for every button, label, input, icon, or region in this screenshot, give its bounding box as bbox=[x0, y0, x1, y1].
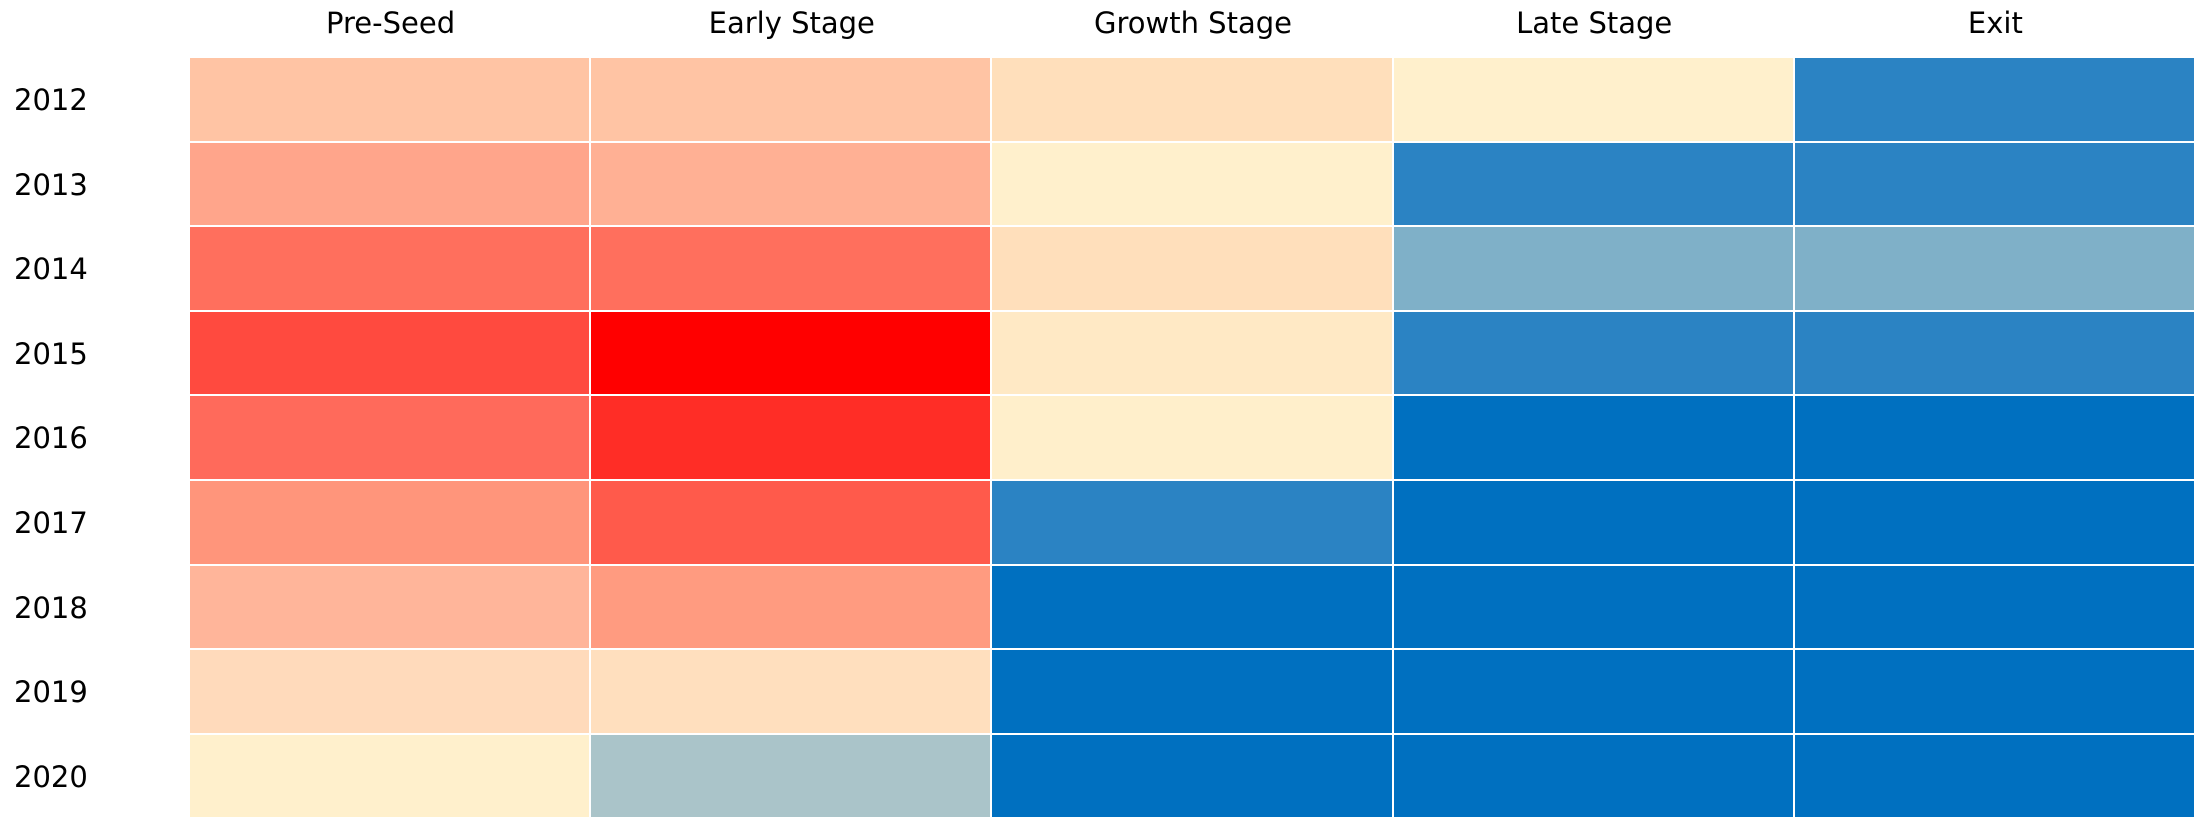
heatmap-cell bbox=[190, 650, 590, 733]
row-label: 2016 bbox=[14, 421, 88, 456]
heatmap-cell bbox=[190, 58, 590, 141]
heatmap-cell bbox=[591, 650, 991, 733]
heatmap-cell bbox=[992, 481, 1392, 564]
heatmap-cell bbox=[190, 734, 590, 818]
heatmap-cell bbox=[591, 481, 991, 564]
row-label: 2012 bbox=[14, 83, 88, 117]
heatmap-cell bbox=[992, 58, 1392, 141]
row-label: 2013 bbox=[14, 167, 88, 202]
heatmap-cell bbox=[591, 227, 991, 310]
row-label: 2015 bbox=[14, 336, 88, 371]
heatmap-cell bbox=[190, 227, 590, 310]
heatmap-cell bbox=[1393, 58, 1793, 141]
heatmap-cell bbox=[1393, 396, 1793, 479]
heatmap-cell bbox=[1393, 227, 1793, 310]
heatmap-cell bbox=[992, 396, 1392, 479]
column-label: Exit bbox=[1967, 6, 2023, 40]
heatmap-cell bbox=[591, 142, 991, 226]
column-label: Late Stage bbox=[1516, 6, 1673, 40]
heatmap-cell bbox=[992, 311, 1392, 395]
row-label: 2017 bbox=[14, 506, 88, 540]
heatmap-cell bbox=[1393, 481, 1793, 564]
heatmap-cell bbox=[190, 481, 590, 564]
heatmap-cell bbox=[190, 142, 590, 226]
heatmap-cell bbox=[1393, 734, 1793, 818]
heatmap-cell bbox=[1794, 58, 2194, 141]
heatmap-cell bbox=[992, 227, 1392, 310]
heatmap-cell bbox=[1794, 142, 2194, 226]
heatmap-cell bbox=[190, 565, 590, 649]
heatmap-cell bbox=[190, 396, 590, 479]
heatmap-cell bbox=[1794, 734, 2194, 818]
heatmap-cell bbox=[1794, 396, 2194, 479]
heatmap-cell bbox=[591, 565, 991, 649]
heatmap-cell bbox=[591, 58, 991, 141]
heatmap-cell bbox=[1393, 311, 1793, 395]
column-label: Pre-Seed bbox=[326, 6, 456, 40]
row-label: 2014 bbox=[14, 252, 88, 287]
heatmap-cell bbox=[591, 734, 991, 818]
heatmap-cell bbox=[1794, 311, 2194, 395]
heatmap-cell bbox=[992, 734, 1392, 818]
row-label: 2020 bbox=[14, 759, 88, 794]
heatmap-cell bbox=[992, 565, 1392, 649]
heatmap-cell bbox=[1794, 565, 2194, 649]
heatmap-cell bbox=[591, 311, 991, 395]
column-label: Growth Stage bbox=[1093, 6, 1292, 40]
heatmap-cell bbox=[1393, 650, 1793, 733]
heatmap-cell bbox=[1393, 142, 1793, 226]
row-label: 2019 bbox=[14, 675, 88, 710]
heatmap-cell bbox=[1393, 565, 1793, 649]
column-label: Early Stage bbox=[708, 6, 875, 40]
row-label: 2018 bbox=[14, 590, 88, 625]
heatmap-cell bbox=[992, 142, 1392, 226]
heatmap-cell bbox=[591, 396, 991, 479]
heatmap-cell bbox=[1794, 481, 2194, 564]
heatmap-cell bbox=[1794, 227, 2194, 310]
heatmap-cell bbox=[190, 311, 590, 395]
heatmap-cell bbox=[1794, 650, 2194, 733]
heatmap-cell bbox=[992, 650, 1392, 733]
